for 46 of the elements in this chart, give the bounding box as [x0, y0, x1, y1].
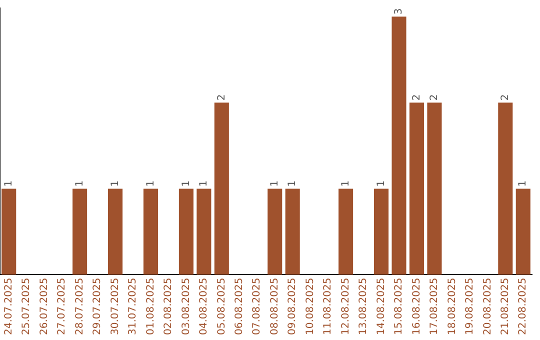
x-tick-label: 11.08.2025 — [322, 278, 334, 336]
data-label: 1 — [110, 180, 121, 187]
x-tick-label: 15.08.2025 — [394, 278, 405, 336]
data-label: 2 — [216, 94, 228, 101]
x-tick-label: 16.08.2025 — [411, 278, 422, 336]
data-label: 1 — [180, 180, 192, 187]
data-label: 1 — [287, 180, 298, 187]
data-label: 2 — [500, 94, 511, 101]
x-tick-label: 18.08.2025 — [446, 278, 458, 336]
data-label: 1 — [340, 180, 352, 187]
x-tick-label: 19.08.2025 — [464, 278, 476, 336]
x-tick-label: 31.07.2025 — [128, 278, 139, 336]
data-label: 3 — [394, 8, 405, 15]
x-tick-label: 07.08.2025 — [252, 278, 263, 336]
x-tick-label: 25.07.2025 — [21, 278, 32, 336]
x-tick-label: 05.08.2025 — [216, 278, 228, 336]
x-tick-label: 02.08.2025 — [163, 278, 174, 336]
x-tick-label: 28.07.2025 — [74, 278, 86, 336]
data-label: 2 — [411, 94, 422, 101]
x-tick-label: 27.07.2025 — [56, 278, 68, 336]
x-tick-label: 17.08.2025 — [429, 278, 440, 336]
data-label: 1 — [145, 180, 156, 187]
x-tick-label: 12.08.2025 — [340, 278, 352, 336]
x-tick-label: 21.08.2025 — [500, 278, 511, 336]
data-label: 1 — [376, 180, 387, 187]
x-tick-label: 09.08.2025 — [287, 278, 298, 336]
x-tick-label: 13.08.2025 — [358, 278, 370, 336]
x-tick-label: 26.07.2025 — [38, 278, 50, 336]
x-tick-label: 08.08.2025 — [269, 278, 280, 336]
x-tick-label: 10.08.2025 — [304, 278, 316, 336]
x-tick-label: 03.08.2025 — [180, 278, 192, 336]
x-tick-label: 14.08.2025 — [376, 278, 387, 336]
data-label: 1 — [518, 180, 529, 187]
x-tick-label: 01.08.2025 — [145, 278, 156, 336]
x-tick-label: 30.07.2025 — [110, 278, 121, 336]
x-tick-label: 24.07.2025 — [3, 278, 14, 336]
x-tick-label: 04.08.2025 — [198, 278, 210, 336]
x-tick-label: 29.07.2025 — [92, 278, 104, 336]
data-label: 1 — [269, 180, 280, 187]
x-tick-label: 22.08.2025 — [518, 278, 529, 336]
data-label: 2 — [429, 94, 440, 101]
x-tick-label: 06.08.2025 — [234, 278, 245, 336]
data-label: 1 — [3, 180, 14, 187]
data-label: 1 — [74, 180, 86, 187]
data-label: 1 — [198, 180, 210, 187]
x-tick-label: 20.08.2025 — [482, 278, 494, 336]
